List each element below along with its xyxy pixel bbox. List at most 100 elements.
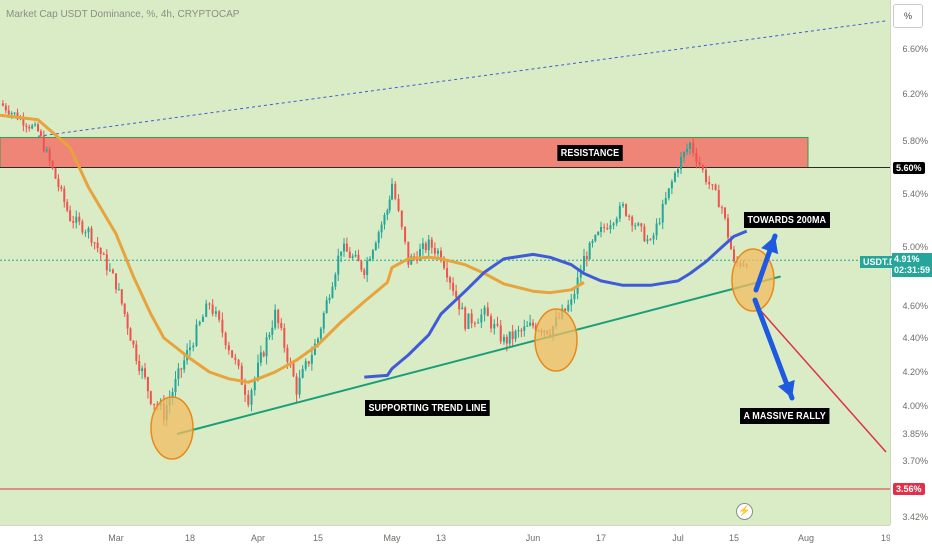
candle-body <box>612 223 615 226</box>
candle-body <box>374 243 377 251</box>
candle-body <box>105 254 108 271</box>
candle-body <box>141 368 144 372</box>
candle-body <box>594 234 597 241</box>
candle-body <box>283 327 286 348</box>
candle-body <box>218 311 221 320</box>
candle-body <box>111 269 114 274</box>
dotted-trend-line <box>37 20 887 137</box>
candle-body <box>10 113 13 115</box>
candle-body <box>345 243 348 252</box>
y-tick-label: 5.80% <box>902 136 928 146</box>
candle-body <box>369 258 372 261</box>
candle-body <box>520 330 523 332</box>
candle-body <box>473 323 476 325</box>
candle-body <box>214 311 217 314</box>
candle-body <box>640 223 643 227</box>
candle-body <box>407 241 410 265</box>
candle-body <box>529 322 532 326</box>
candle-body <box>371 250 374 259</box>
candle-body <box>45 149 48 152</box>
candle-body <box>240 365 243 385</box>
candle-body <box>430 239 433 248</box>
candle-body <box>340 251 343 256</box>
candle-body <box>397 198 400 211</box>
candle-body <box>135 344 138 361</box>
candle-body <box>661 203 664 223</box>
candle-body <box>618 205 621 219</box>
candle-body <box>313 343 316 355</box>
candle-body <box>247 394 250 405</box>
candle-body <box>1 103 4 106</box>
candle-body <box>606 228 609 230</box>
candle-body <box>443 259 446 269</box>
candle-body <box>51 160 54 169</box>
candle-body <box>480 314 483 323</box>
candle-body <box>37 124 39 132</box>
annotation-resistance: RESISTANCE <box>557 145 623 161</box>
candle-body <box>343 243 346 252</box>
time-axis[interactable]: 13 Mar 18 Apr 15 May 13 Jun 17 Jul 15 Aug 19 <box>0 525 891 551</box>
candle-body <box>280 323 283 328</box>
candle-body <box>123 303 126 315</box>
y-tick-label: 4.40% <box>902 333 928 343</box>
candle-body <box>192 345 195 348</box>
candle-body <box>643 226 646 242</box>
candle-body <box>714 184 717 190</box>
candle-body <box>564 308 567 311</box>
candle-body <box>440 250 442 260</box>
x-tick-label: Aug <box>797 533 815 543</box>
chart-plot-area[interactable]: Market Cap USDT Dominance, %, 4h, CRYPTO… <box>0 0 890 525</box>
candle-body <box>292 363 295 377</box>
candle-body <box>195 324 198 346</box>
candle-body <box>658 222 661 224</box>
candle-body <box>231 350 234 358</box>
candle-body <box>146 377 149 392</box>
candle-body <box>446 268 449 278</box>
y-tick-label: 6.60% <box>902 44 928 54</box>
candle-body <box>7 110 10 115</box>
x-tick-label: Jul <box>672 533 684 543</box>
candle-body <box>377 232 380 244</box>
projection-line <box>753 302 887 453</box>
candle-body <box>48 149 51 161</box>
candle-body <box>257 362 259 379</box>
candle-body <box>502 336 505 342</box>
x-tick-label: Mar <box>108 533 124 543</box>
candle-body <box>328 297 331 301</box>
candle-body <box>337 255 340 275</box>
candle-body <box>698 162 701 166</box>
candle-body <box>496 323 499 326</box>
candle-body <box>514 331 517 340</box>
candle-body <box>692 142 695 154</box>
highlight-circle <box>150 396 194 460</box>
candle-body <box>591 240 594 243</box>
lightning-icon[interactable]: ⚡ <box>736 503 753 520</box>
candle-body <box>404 226 407 242</box>
candle-body <box>588 242 591 260</box>
candle-body <box>253 378 256 391</box>
y-tick-label: 5.40% <box>902 189 928 199</box>
candle-body <box>224 332 227 346</box>
candle-body <box>413 256 416 258</box>
candle-body <box>174 378 177 392</box>
candle-body <box>295 376 298 395</box>
candle-body <box>730 237 732 250</box>
candle-body <box>171 391 174 399</box>
candle-body <box>69 210 72 221</box>
x-tick-label: 17 <box>595 533 607 543</box>
symbol-badge: USDT.D <box>860 256 899 268</box>
candle-body <box>597 231 600 235</box>
candle-body <box>22 117 25 126</box>
candle-body <box>388 199 391 211</box>
candle-body <box>579 271 582 278</box>
scale-mode-button[interactable]: % <box>893 4 923 28</box>
candle-body <box>93 242 96 244</box>
candle-body <box>90 228 93 243</box>
candle-body <box>331 286 334 298</box>
candle-body <box>221 319 224 333</box>
down-arrow <box>752 297 795 401</box>
candle-body <box>31 125 34 129</box>
x-tick-label: May <box>383 533 401 543</box>
y-tick-label: 4.20% <box>902 367 928 377</box>
candle-body <box>205 303 208 317</box>
